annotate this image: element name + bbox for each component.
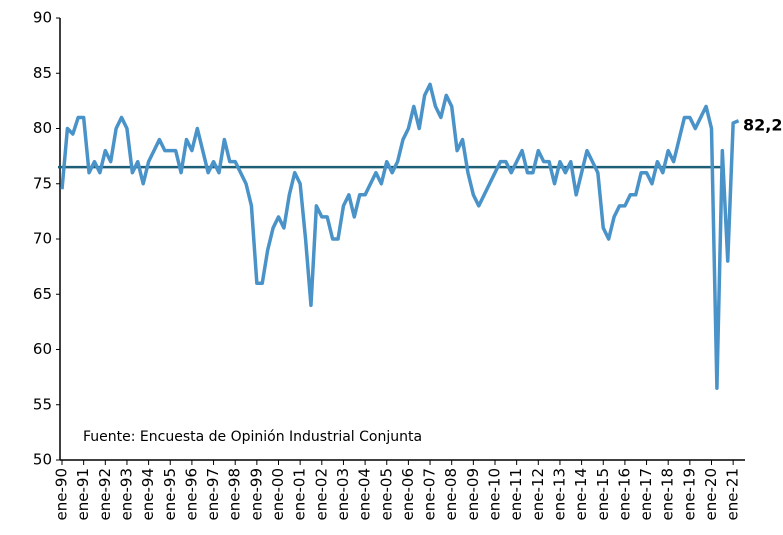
x-tick-label: ene-11: [507, 468, 525, 520]
x-tick-label: ene-17: [637, 468, 655, 520]
y-tick-label: 50: [33, 451, 52, 469]
x-tick-label: ene-97: [204, 468, 222, 520]
end-label: 82,2: [743, 116, 782, 135]
x-tick-label: ene-14: [572, 468, 590, 520]
x-tick-label: ene-20: [702, 468, 720, 520]
x-tick-label: ene-92: [96, 468, 114, 520]
x-tick-label: ene-10: [486, 468, 504, 520]
x-tick-label: ene-19: [680, 468, 698, 520]
x-tick-label: ene-15: [594, 468, 612, 520]
y-tick-label: 80: [33, 119, 52, 137]
x-tick-label: ene-93: [117, 468, 135, 520]
x-tick-label: ene-09: [464, 468, 482, 520]
x-tick-label: ene-21: [724, 468, 742, 520]
y-tick-label: 65: [33, 285, 52, 303]
x-tick-label: ene-13: [550, 468, 568, 520]
x-tick-label: ene-02: [312, 468, 330, 520]
x-tick-label: ene-99: [247, 468, 265, 520]
x-tick-label: ene-94: [139, 468, 157, 520]
x-tick-label: ene-18: [659, 468, 677, 520]
x-tick-label: ene-91: [74, 468, 92, 520]
x-tick-label: ene-07: [421, 468, 439, 520]
x-tick-label: ene-05: [377, 468, 395, 520]
x-tick-label: ene-16: [615, 468, 633, 520]
x-tick-label: ene-01: [291, 468, 309, 520]
x-tick-label: ene-08: [442, 468, 460, 520]
y-tick-label: 90: [33, 9, 52, 27]
source-note: Fuente: Encuesta de Opinión Industrial C…: [83, 429, 422, 445]
x-tick-label: ene-90: [53, 468, 71, 520]
x-tick-label: ene-95: [161, 468, 179, 520]
y-tick-label: 70: [33, 230, 52, 248]
y-tick-label: 75: [33, 174, 52, 192]
series-line: [60, 82, 740, 390]
x-tick-label: ene-12: [529, 468, 547, 520]
x-tick-label: ene-03: [334, 468, 352, 520]
x-tick-label: ene-06: [399, 468, 417, 520]
x-tick-label: ene-04: [356, 468, 374, 520]
x-tick-label: ene-00: [269, 468, 287, 520]
x-tick-label: ene-98: [226, 468, 244, 520]
y-tick-label: 85: [33, 64, 52, 82]
x-tick-label: ene-96: [182, 468, 200, 520]
y-tick-label: 55: [33, 395, 52, 413]
y-tick-label: 60: [33, 340, 52, 358]
